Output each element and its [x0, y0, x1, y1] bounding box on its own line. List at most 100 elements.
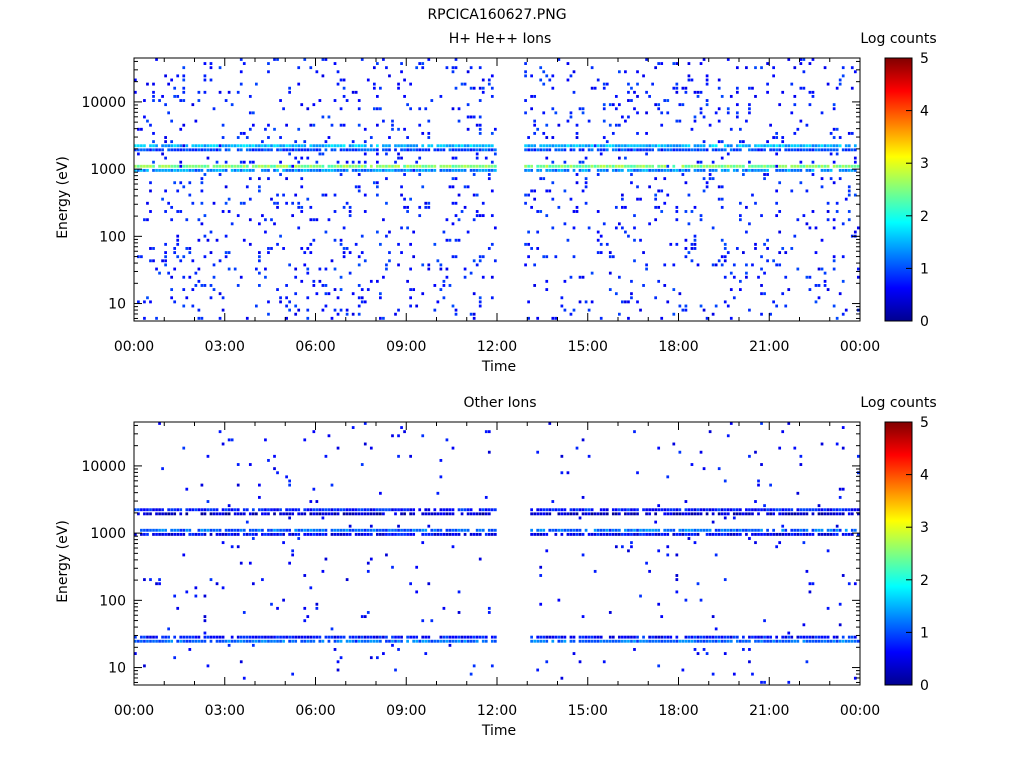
heatmap-cell — [421, 144, 425, 148]
heatmap-cell — [754, 148, 757, 152]
heatmap-cell — [134, 164, 137, 168]
heatmap-cell — [264, 508, 267, 512]
heatmap-cell — [400, 508, 403, 512]
heatmap-cell — [400, 148, 403, 152]
heatmap-cell — [630, 168, 633, 172]
heatmap-cell — [143, 164, 146, 168]
heatmap-cell — [191, 639, 195, 643]
heatmap-cell — [648, 639, 651, 643]
heatmap-cell — [624, 70, 627, 74]
heatmap-cell — [152, 160, 155, 164]
heatmap-cell — [336, 532, 340, 536]
heatmap-cell — [527, 255, 530, 259]
heatmap-cell — [802, 508, 806, 512]
heatmap-cell — [376, 62, 379, 65]
heatmap-cell — [478, 66, 482, 70]
heatmap-cell — [560, 528, 564, 532]
heatmap-cell — [796, 148, 800, 152]
heatmap-cell — [651, 148, 654, 152]
heatmap-cell — [690, 259, 694, 263]
heatmap-cell — [696, 635, 700, 639]
heatmap-cell — [218, 173, 222, 176]
heatmap-cell — [539, 639, 543, 643]
heatmap-cell — [618, 70, 621, 74]
heatmap-cell — [345, 148, 349, 152]
heatmap-cell — [224, 164, 228, 168]
heatmap-cell — [152, 90, 155, 94]
heatmap-cell — [590, 508, 594, 512]
heatmap-cell — [530, 247, 533, 250]
heatmap-cell — [560, 676, 564, 680]
heatmap-cell — [360, 635, 364, 639]
heatmap-cell — [493, 152, 497, 156]
heatmap-cell — [757, 479, 760, 483]
heatmap-cell — [672, 148, 676, 152]
heatmap-cell — [267, 312, 270, 316]
heatmap-cell — [826, 532, 830, 536]
heatmap-cell — [802, 528, 806, 532]
heatmap-cell — [484, 168, 488, 172]
heatmap-cell — [182, 123, 186, 127]
heatmap-cell — [412, 164, 416, 168]
heatmap-cell — [391, 643, 394, 647]
heatmap-cell — [826, 528, 830, 532]
heatmap-cell — [551, 164, 555, 168]
heatmap-cell — [850, 164, 854, 168]
x-tick-label: 06:00 — [295, 339, 335, 355]
heatmap-cell — [847, 168, 851, 172]
heatmap-cell — [478, 168, 482, 172]
heatmap-cell — [369, 446, 373, 450]
heatmap-cell — [484, 635, 488, 639]
heatmap-cell — [802, 639, 806, 643]
heatmap-cell — [614, 205, 618, 209]
heatmap-cell — [218, 528, 222, 532]
heatmap-cell — [382, 218, 385, 222]
heatmap-cell — [146, 512, 149, 516]
heatmap-cell — [357, 296, 361, 300]
heatmap-cell — [176, 242, 180, 246]
heatmap-cell — [618, 222, 621, 226]
heatmap-cell — [161, 639, 164, 643]
heatmap-cell — [309, 639, 313, 643]
heatmap-cell — [838, 639, 842, 643]
heatmap-cell — [206, 156, 210, 160]
heatmap-cell — [856, 164, 860, 168]
colorbar-tick-label: 2 — [920, 573, 929, 589]
heatmap-cell — [306, 267, 310, 271]
heatmap-cell — [264, 168, 267, 172]
heatmap-cell — [245, 520, 249, 524]
heatmap-cell — [627, 512, 630, 516]
heatmap-cell — [838, 602, 842, 606]
heatmap-cell — [333, 288, 337, 292]
heatmap-cell — [315, 635, 319, 639]
heatmap-cell — [699, 528, 703, 532]
heatmap-cell — [258, 255, 261, 259]
heatmap-cell — [853, 156, 857, 160]
heatmap-cell — [421, 168, 425, 172]
heatmap-cell — [155, 58, 158, 61]
heatmap-cell — [460, 82, 464, 86]
heatmap-cell — [469, 148, 473, 152]
heatmap-cell — [524, 144, 527, 148]
heatmap-cell — [463, 275, 467, 279]
heatmap-cell — [693, 541, 697, 545]
heatmap-cell — [714, 635, 718, 639]
heatmap-cell — [333, 238, 337, 242]
heatmap-cell — [539, 574, 543, 577]
heatmap-cell — [757, 148, 760, 152]
heatmap-cell — [273, 467, 276, 471]
heatmap-cell — [584, 508, 588, 512]
heatmap-cell — [309, 144, 313, 148]
heatmap-cell — [781, 639, 785, 643]
heatmap-cell — [796, 164, 800, 168]
heatmap-cell — [642, 635, 645, 639]
heatmap-cell — [639, 594, 642, 598]
heatmap-cell — [303, 164, 307, 168]
heatmap-cell — [221, 168, 225, 172]
heatmap-cell — [336, 446, 340, 450]
heatmap-cell — [627, 148, 630, 152]
heatmap-cell — [197, 532, 201, 536]
heatmap-cell — [424, 107, 428, 111]
heatmap-cell — [551, 136, 555, 139]
heatmap-cell — [663, 508, 667, 512]
